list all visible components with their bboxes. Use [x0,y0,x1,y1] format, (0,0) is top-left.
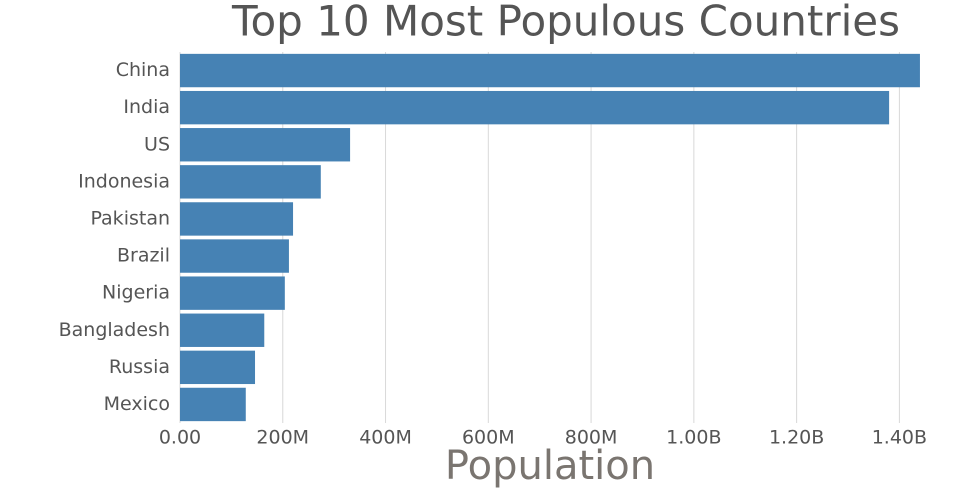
bar [180,239,289,273]
y-tick-label: Bangladesh [59,319,170,341]
bar [180,387,246,422]
x-tick-label: 1.00B [666,427,721,449]
bar [180,128,351,162]
bar [180,53,920,88]
y-tick-label: Pakistan [90,207,170,229]
x-axis-title: Population [445,443,655,489]
y-tick-label: Brazil [117,245,170,267]
bar [180,202,294,236]
y-tick-label: Indonesia [78,170,170,192]
y-tick-label: Nigeria [102,282,170,304]
y-tick-label: US [144,133,170,155]
y-tick-label: China [116,59,170,81]
y-tick-label: Russia [109,356,170,378]
y-tick-label: Mexico [104,393,170,415]
x-tick-label: 200M [256,427,309,449]
bar [180,276,285,310]
x-tick-label: 600M [462,427,515,449]
x-tick-label: 1.20B [769,427,824,449]
bar [180,313,265,347]
x-tick-label: 400M [359,427,412,449]
bar [180,350,256,385]
x-tick-label: 800M [565,427,618,449]
bar [180,90,890,125]
chart-title: Top 10 Most Populous Countries [231,0,900,46]
bar [180,165,321,199]
y-tick-label: India [123,96,170,118]
x-tick-label: 1.40B [872,427,927,449]
x-tick-label: 0.00 [159,427,201,449]
